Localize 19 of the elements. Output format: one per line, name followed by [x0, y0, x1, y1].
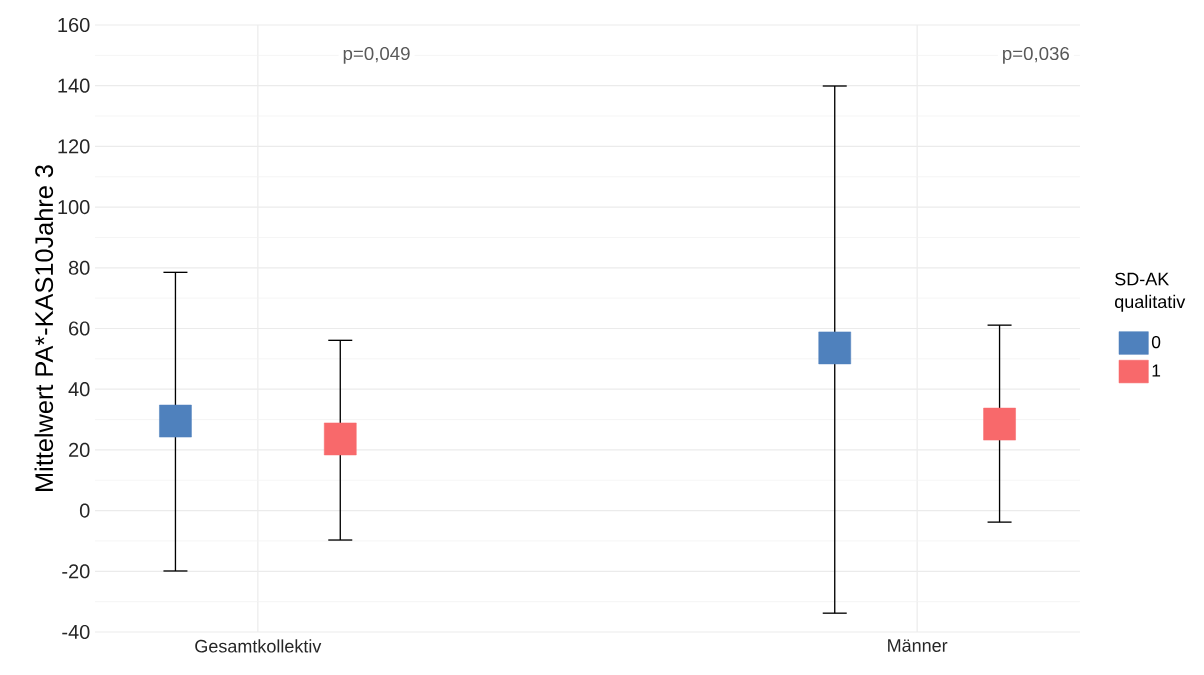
- legend-title: SD-AK qualitativ: [1115, 272, 1186, 312]
- x-tick-label: Gesamtkollektiv: [195, 639, 322, 653]
- x-tick-label: Männer: [888, 639, 948, 652]
- y-tick-label: 140: [58, 78, 90, 93]
- y-tick-label: 0: [79, 503, 90, 518]
- y-tick-label: 60: [69, 321, 90, 336]
- y-tick-label: 20: [69, 442, 90, 457]
- y-tick-label: 120: [58, 139, 90, 154]
- annotation: p=0,049: [343, 46, 410, 64]
- y-tick-label: 80: [68, 260, 90, 275]
- y-tick-label: 40: [68, 382, 90, 397]
- y-tick-label: 100: [58, 200, 90, 215]
- y-tick-label: -40: [62, 624, 90, 640]
- legend-label: 0: [1151, 335, 1161, 349]
- y-tick-label: -20: [62, 564, 90, 579]
- y-axis-title: Mittelwert PA*-KAS10Jahre 3: [34, 165, 54, 491]
- y-tick-label: 160: [58, 17, 90, 33]
- legend-label: 1: [1152, 364, 1161, 377]
- annotation: p=0,036: [1003, 46, 1069, 64]
